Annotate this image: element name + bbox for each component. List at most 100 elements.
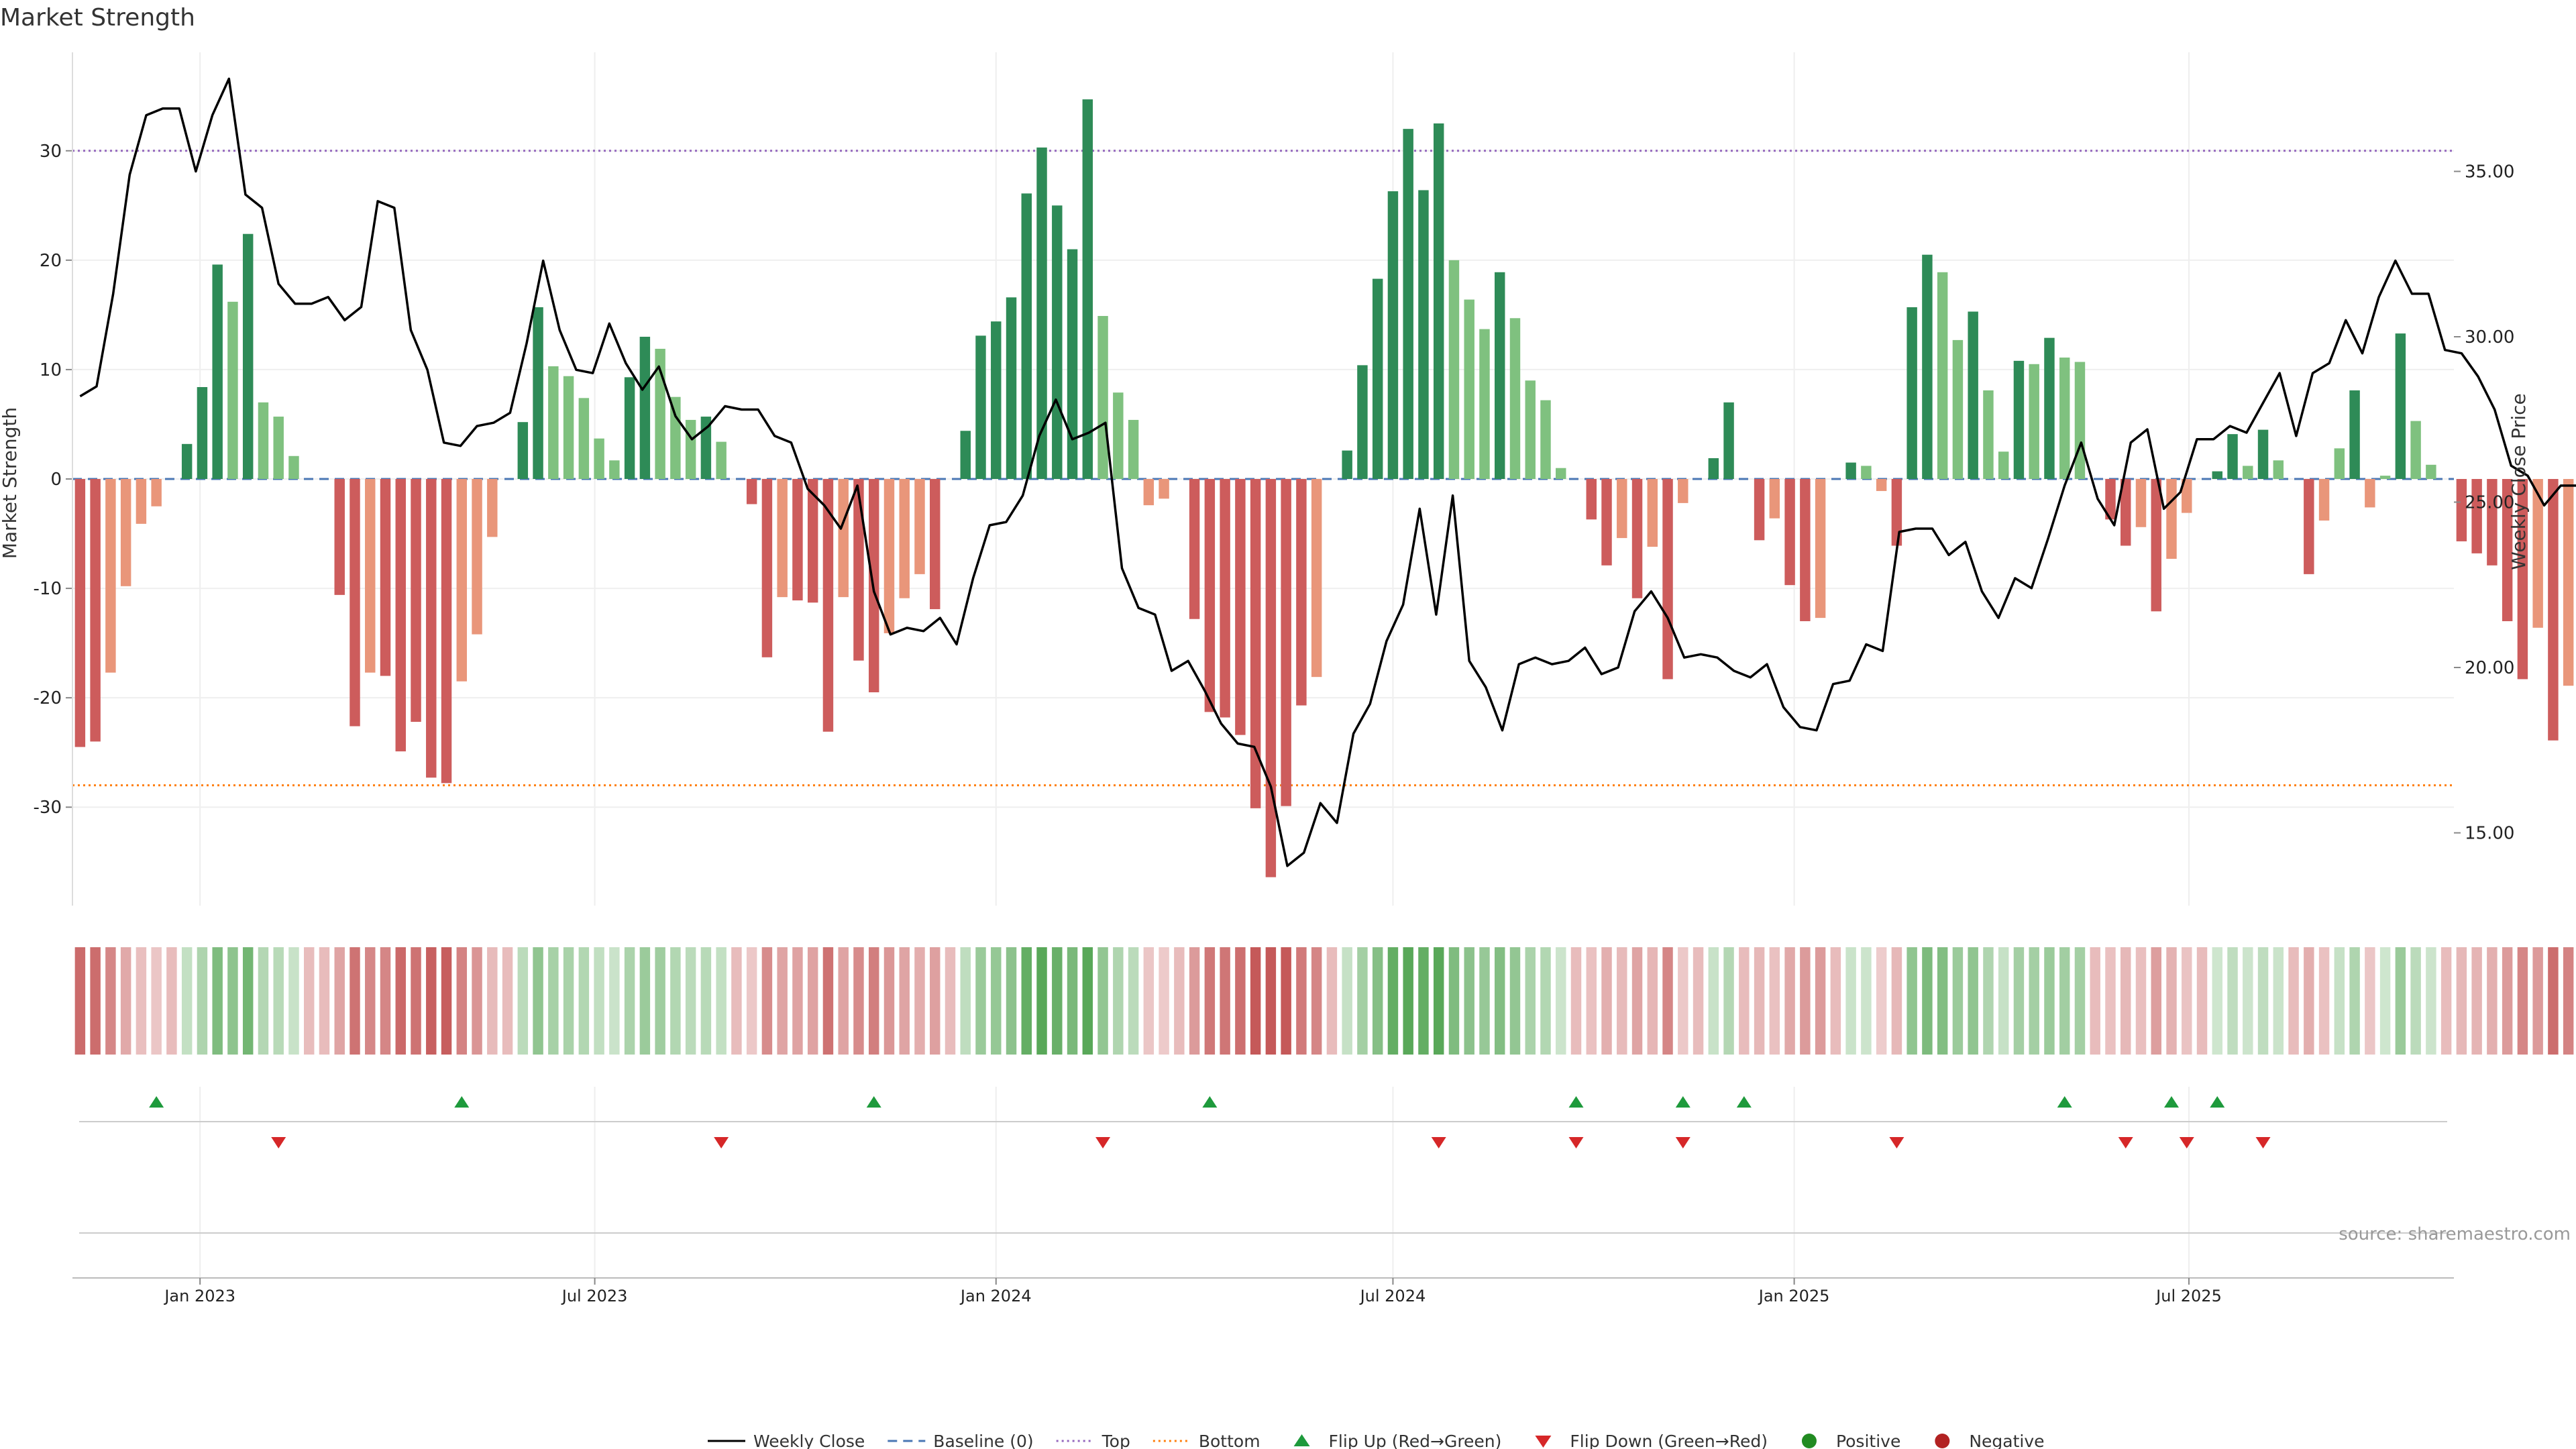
heat-cell — [1097, 947, 1108, 1055]
heat-cell — [2044, 947, 2055, 1055]
flip-down-marker — [1431, 1137, 1446, 1148]
strength-bar — [2044, 337, 2055, 479]
strength-bar — [2059, 357, 2070, 479]
heat-cell — [639, 947, 651, 1055]
heat-cell — [350, 947, 360, 1055]
strength-bar — [914, 479, 925, 574]
strength-bar — [1448, 260, 1460, 479]
ytick-left-label-4: -10 — [34, 579, 62, 599]
strength-bar — [2151, 479, 2161, 612]
strength-bar — [2105, 479, 2116, 520]
heat-cell — [197, 947, 208, 1055]
heat-cell — [1815, 947, 1826, 1055]
heat-cell — [1281, 947, 1291, 1055]
heat-cell — [609, 947, 620, 1055]
strength-bar — [1082, 99, 1093, 480]
legend-item-3: Bottom — [1152, 1432, 1260, 1449]
strength-bar — [1372, 278, 1383, 479]
heat-cell — [914, 947, 925, 1055]
strength-bar — [822, 479, 834, 732]
strength-bar — [1922, 254, 1933, 479]
heat-cell — [1907, 947, 1917, 1055]
strength-bar — [1907, 307, 1917, 479]
strength-bar — [1464, 299, 1474, 479]
heat-cell — [120, 947, 131, 1055]
strength-bar — [151, 479, 162, 506]
heat-cell — [1235, 947, 1246, 1055]
heat-cell — [548, 947, 559, 1055]
ytick-left-label-1: 20 — [40, 251, 62, 271]
heat-cell — [716, 947, 727, 1055]
strength-bar — [1097, 316, 1108, 479]
strength-bar — [2456, 479, 2467, 541]
heat-cell — [838, 947, 849, 1055]
strength-bar — [1311, 479, 1322, 678]
strength-bar — [181, 443, 193, 479]
heat-cell — [136, 947, 147, 1055]
heat-cell — [166, 947, 177, 1055]
xtick-label-2: Jan 2024 — [959, 1287, 1032, 1305]
heat-cell — [1067, 947, 1078, 1055]
strength-bar — [838, 479, 849, 598]
heat-cell — [1342, 947, 1352, 1055]
heat-cell — [1296, 947, 1307, 1055]
heat-cell — [685, 947, 696, 1055]
heat-cell — [1937, 947, 1948, 1055]
heat-cell — [1082, 947, 1093, 1055]
strength-bar — [1586, 479, 1597, 520]
flip-up-marker — [149, 1096, 164, 1108]
weekly-close-line — [79, 77, 2576, 867]
heat-cell — [1494, 947, 1505, 1055]
heat-cell — [1036, 947, 1047, 1055]
heat-cell — [930, 947, 941, 1055]
heat-cell — [1983, 947, 1994, 1055]
heat-cell — [334, 947, 345, 1055]
legend-item-1: Baseline (0) — [888, 1432, 1034, 1449]
strength-bar — [853, 479, 864, 661]
strength-bar — [2182, 479, 2192, 513]
heat-cell — [426, 947, 437, 1055]
heat-cell — [2365, 947, 2375, 1055]
heat-cell — [792, 947, 803, 1055]
strength-bar — [472, 479, 482, 635]
heat-cell — [1662, 947, 1673, 1055]
heat-cell — [2502, 947, 2513, 1055]
flip-down-marker — [1675, 1137, 1690, 1148]
heat-cell — [1586, 947, 1597, 1055]
strength-bar — [609, 460, 620, 479]
strength-bar — [2379, 476, 2391, 479]
heat-cell — [2029, 947, 2039, 1055]
heat-cell — [1448, 947, 1460, 1055]
strength-bar — [1647, 479, 1658, 547]
strength-bar — [548, 366, 559, 479]
heat-cell — [899, 947, 910, 1055]
flip-down-marker — [1095, 1137, 1111, 1148]
heat-cell — [502, 947, 513, 1055]
strength-bar — [2227, 434, 2238, 479]
strength-bar — [1235, 479, 1246, 735]
heat-cell — [2059, 947, 2070, 1055]
legend-label-0: Weekly Close — [753, 1432, 865, 1449]
legend-label-2: Top — [1102, 1432, 1130, 1449]
heat-cell — [273, 947, 284, 1055]
heat-cell — [1952, 947, 1964, 1055]
heat-cell — [1631, 947, 1643, 1055]
ytick-right-label-1: 30.00 — [2465, 327, 2514, 347]
strength-bar — [746, 479, 757, 504]
heat-cell — [1403, 947, 1413, 1055]
heat-cell — [1570, 947, 1582, 1055]
heat-cell — [1861, 947, 1872, 1055]
strength-bar — [1220, 479, 1230, 718]
strength-bar — [594, 438, 604, 479]
strength-bar — [991, 321, 1002, 479]
heat-cell — [2121, 947, 2131, 1055]
legend-swatch-positive — [1801, 1434, 1817, 1448]
strength-bar — [2121, 479, 2131, 546]
strength-bar — [2304, 479, 2314, 574]
strength-bar — [2410, 421, 2421, 479]
heat-cell — [1556, 947, 1566, 1055]
heat-cell — [258, 947, 269, 1055]
legend-item-5: Flip Down (Green→Red) — [1535, 1432, 1768, 1449]
heat-cell — [2532, 947, 2543, 1055]
heat-cell — [533, 947, 543, 1055]
